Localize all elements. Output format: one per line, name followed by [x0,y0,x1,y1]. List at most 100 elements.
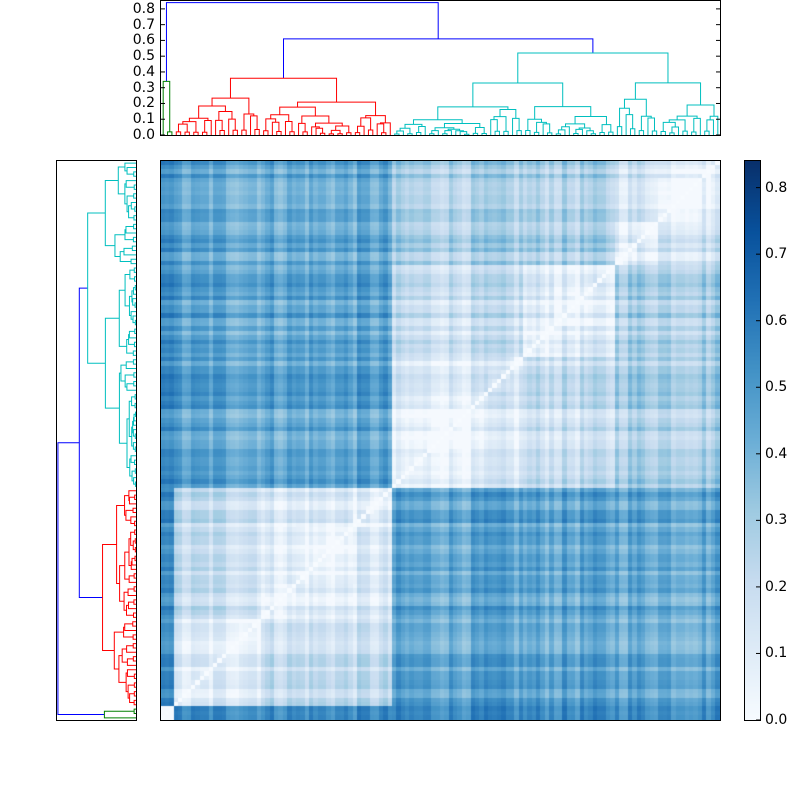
dendrogram-link [444,130,452,135]
dendrogram-link [124,551,130,580]
dendrogram-link [706,119,714,135]
dendrogram-link [132,359,136,365]
dendrogram-link [279,106,316,116]
ytick-label: 0.1 [132,111,155,128]
dendrogram-link [574,115,607,125]
colorbar-tick-label: 0.7 [765,246,788,263]
dendrogram-link [126,339,134,354]
dendrogram-link [586,130,594,135]
heatmap-cells [161,161,720,720]
dendrogram-link [536,121,547,133]
dendrogram-link [346,132,352,135]
dendrogram-link [134,555,136,562]
dendrogram-link [118,372,128,444]
dendrogram-link [133,673,136,680]
dendrogram-link [396,130,404,135]
dendrogram-link [134,481,136,487]
dendrogram-link [319,132,326,135]
dendrogram-link [328,133,335,135]
dendrogram-link [415,132,422,135]
dendrogram-link [134,276,136,282]
dendrogram-link [125,672,129,693]
dendrogram-link [229,77,338,103]
dendrogram-link [573,132,579,135]
dendrogram-link [219,129,225,135]
dendrogram-link [127,684,135,699]
dendrogram-link [104,179,119,247]
dendrogram-link [301,115,330,124]
dendrogram-link [134,468,136,474]
dendrogram-link [546,132,553,135]
dendrogram-link [525,129,531,135]
dendrogram-link [704,130,710,135]
dendrogram-link [599,131,605,135]
dendrogram-link [561,126,570,135]
dendrogram-link [575,128,583,135]
dendrogram-link [134,206,136,212]
dendrogram-link [133,708,136,714]
dendrogram-link [241,129,247,135]
dendrogram-link [132,350,136,356]
dendrogram-link [131,396,136,407]
dendrogram-link [283,38,594,79]
left-dendrogram [56,160,137,721]
dendrogram-link [165,2,439,82]
dendrogram-link [134,459,136,466]
colorbar [744,160,761,721]
dendrogram-link [133,682,136,688]
dendrogram-link [472,132,479,135]
colorbar-tick-label: 0.6 [765,312,788,329]
dendrogram-link [120,364,127,382]
dendrogram-link [117,166,125,195]
dendrogram-link [125,226,136,234]
dendrogram-link [565,123,586,129]
dendrogram-link [270,114,290,122]
dendrogram-link [133,699,136,706]
dendrogram-link [182,121,197,133]
dendrogram-link [130,258,136,265]
dendrogram-link [125,180,136,188]
dendrogram-link [132,540,136,551]
dendrogram-link [133,267,136,273]
dendrogram-link [709,115,719,135]
dendrogram-link [133,612,136,618]
dendrogram-link [123,626,134,638]
dendrogram-link [354,132,361,135]
dendrogram-link [118,289,127,347]
dendrogram-link [133,599,136,605]
ytick-label: 0.8 [132,0,155,17]
dendrogram-link [443,123,481,128]
dendrogram-link [669,132,675,135]
dendrogram-link [126,383,136,391]
dendrogram-link [590,133,597,135]
dendrogram-link [128,400,132,438]
dendrogram-link [126,658,136,666]
dendrogram-link [276,130,282,135]
dendrogram-link [211,97,250,114]
dendrogram-link [87,212,106,364]
dendrogram-link [78,287,103,598]
dendrogram-link [298,122,306,135]
dendrogram-link [133,193,136,199]
ytick-label: 0.5 [132,48,155,65]
dendrogram-link [132,643,136,649]
dendrogram-link [284,121,293,135]
dendrogram-link [133,171,136,177]
dendrogram-link [123,247,136,256]
dendrogram-link [263,130,269,135]
dendrogram-link [132,442,136,450]
dendrogram-link [198,105,226,119]
dendrogram-link [302,131,308,135]
dendrogram-link [250,115,258,135]
colorbar-tick-label: 0.3 [765,512,788,529]
colorbar-ticks [756,187,760,720]
dendrogram-link [481,133,487,135]
dendrogram-link [193,131,199,135]
dendrogram-link [557,129,566,135]
dendrogram-link [682,130,688,135]
dendrogram-link [188,117,209,122]
dendrogram-link [691,131,697,135]
dendrogram-link [124,374,134,388]
dendrogram-link [376,123,385,135]
dendrogram-link [668,119,686,132]
